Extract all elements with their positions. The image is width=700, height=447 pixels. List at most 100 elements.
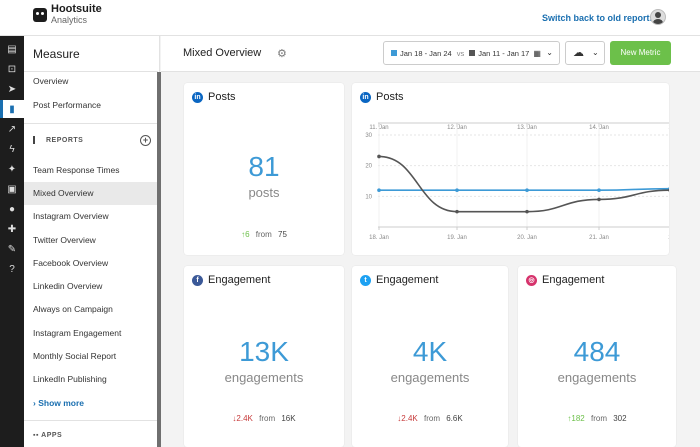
chevron-down-icon: ⌄ bbox=[592, 48, 599, 57]
linkedin-icon: in bbox=[360, 91, 371, 103]
metric-value: 484 bbox=[573, 336, 621, 367]
streams-icon[interactable]: ▤ bbox=[7, 43, 17, 55]
sidebar-title: Measure bbox=[33, 47, 80, 61]
metric-value: 13K bbox=[239, 336, 289, 367]
data-point bbox=[525, 188, 529, 192]
data-point bbox=[597, 197, 601, 202]
data-point bbox=[597, 188, 601, 192]
x-tick-label: 18. Jan bbox=[369, 235, 389, 241]
data-point bbox=[377, 154, 381, 159]
sidebar-item-report[interactable]: Always on Campaign bbox=[33, 304, 113, 314]
report-header: Mixed Overview ⚙ Jan 18 - Jan 24 vs Jan … bbox=[161, 36, 700, 72]
arrow-down-icon: ↓ bbox=[397, 414, 402, 423]
instagram-icon: ◎ bbox=[526, 274, 537, 286]
y-tick-label: 10 bbox=[365, 194, 372, 200]
top-x-tick-label: 1 bbox=[668, 125, 669, 131]
compare-date-range: Jan 11 - Jan 17 bbox=[478, 48, 530, 58]
divider bbox=[24, 420, 158, 421]
data-point bbox=[455, 209, 459, 214]
date-range-picker[interactable]: Jan 18 - Jan 24 vs Jan 11 - Jan 17 ▦ ⌄ bbox=[383, 41, 560, 65]
arrow-up-icon: ↑ bbox=[241, 230, 246, 239]
twitter-engagement-card[interactable]: t Engagement 4K engagements ↓2.4K from 6… bbox=[352, 266, 508, 447]
current-range-swatch bbox=[391, 50, 397, 56]
sidebar-item-report[interactable]: Instagram Overview bbox=[33, 211, 109, 221]
inbox-icon[interactable]: ⊡ bbox=[7, 63, 17, 75]
card-title: Engagement bbox=[542, 274, 605, 286]
sidebar-scrollbar[interactable] bbox=[157, 72, 161, 447]
metric-comparison: ↓2.4K from 16K bbox=[232, 414, 296, 423]
x-tick-label: 2 bbox=[668, 235, 669, 241]
analytics-icon[interactable]: ▮ bbox=[0, 100, 24, 118]
metric-value: 4K bbox=[412, 336, 448, 367]
data-point bbox=[377, 188, 381, 192]
sidebar-item-report[interactable]: Twitter Overview bbox=[33, 235, 96, 245]
metric-unit: engagements bbox=[390, 370, 470, 385]
chevron-down-icon: ⌄ bbox=[546, 48, 553, 57]
instagram-engagement-card[interactable]: ◎ Engagement 484 engagements ↑182 from 3… bbox=[518, 266, 676, 447]
card-title: Engagement bbox=[376, 274, 439, 286]
gear-icon[interactable]: ⚙ bbox=[277, 48, 287, 60]
cloud-download-icon: ☁ bbox=[573, 47, 584, 59]
sidebar-item-report[interactable]: Team Response Times bbox=[33, 165, 120, 175]
add-report-icon[interactable]: + bbox=[140, 135, 151, 146]
posts-metric-card[interactable]: in Posts 81 posts ↑6 from 75 bbox=[184, 83, 344, 255]
reports-heading: REPORTS bbox=[33, 136, 83, 144]
data-point bbox=[455, 188, 459, 192]
y-tick-label: 20 bbox=[365, 164, 372, 170]
sidebar-item-report[interactable]: Instagram Engagement bbox=[33, 328, 122, 338]
metric-value: 81 bbox=[248, 151, 280, 182]
metric-unit: posts bbox=[248, 185, 280, 200]
linkedin-icon: in bbox=[192, 91, 203, 103]
apps-icon[interactable]: ✚ bbox=[7, 223, 17, 235]
x-tick-label: 19. Jan bbox=[447, 235, 467, 241]
ideas-icon[interactable]: ● bbox=[8, 203, 16, 215]
left-nav-rail: ▤ ⊡ ➤ ▮ ↗ ϟ ✦ ▣ ● ✚ ✎ ? bbox=[0, 36, 24, 447]
measure-sidebar: Measure Overview Post Performance REPORT… bbox=[24, 36, 160, 447]
sidebar-item-report[interactable]: LinkedIn Publishing bbox=[33, 374, 107, 384]
current-date-range: Jan 18 - Jan 24 bbox=[400, 48, 452, 58]
sidebar-item-report[interactable]: Monthly Social Report bbox=[33, 351, 117, 361]
hootsuite-logo[interactable]: Hootsuite Analytics bbox=[33, 4, 102, 25]
card-title: Posts bbox=[208, 91, 236, 103]
divider bbox=[24, 123, 158, 124]
divider bbox=[24, 71, 158, 72]
calendar-icon: ▦ bbox=[533, 48, 541, 58]
compare-range-swatch bbox=[469, 50, 476, 56]
data-point bbox=[525, 209, 529, 214]
page-title: Mixed Overview bbox=[183, 47, 262, 59]
metric-comparison: ↑182 from 302 bbox=[567, 414, 627, 423]
top-bar: Hootsuite Analytics Switch back to old r… bbox=[0, 0, 700, 36]
metric-comparison: ↓2.4K from 6.6K bbox=[397, 414, 463, 423]
sidebar-item-overview[interactable]: Overview bbox=[33, 76, 69, 86]
data-point bbox=[668, 188, 669, 192]
scrollbar-thumb[interactable] bbox=[157, 72, 161, 447]
help-icon[interactable]: ? bbox=[9, 263, 15, 275]
publisher-icon[interactable]: ➤ bbox=[7, 83, 17, 95]
y-tick-label: 30 bbox=[365, 133, 372, 139]
show-more-link[interactable]: › Show more bbox=[33, 398, 85, 408]
series-line bbox=[378, 155, 669, 213]
sidebar-item-report[interactable]: Facebook Overview bbox=[33, 258, 109, 268]
twitter-icon: t bbox=[360, 274, 371, 286]
sidebar-item-report[interactable]: Mixed Overview bbox=[24, 182, 158, 205]
switch-old-reports-link[interactable]: Switch back to old reports bbox=[542, 13, 655, 23]
facebook-engagement-card[interactable]: f Engagement 13K engagements ↓2.4K from … bbox=[184, 266, 344, 447]
download-button[interactable]: ☁ ⌄ bbox=[565, 41, 605, 65]
boost-icon[interactable]: ✦ bbox=[7, 163, 17, 175]
avatar[interactable] bbox=[650, 9, 666, 25]
x-tick-label: 21. Jan bbox=[589, 235, 609, 241]
tools-icon[interactable]: ✎ bbox=[7, 243, 17, 255]
metric-unit: engagements bbox=[224, 370, 304, 385]
promote-icon[interactable]: ϟ bbox=[9, 143, 15, 155]
card-title: Engagement bbox=[208, 274, 271, 286]
metric-unit: engagements bbox=[557, 370, 637, 385]
metric-comparison: ↑6 from 75 bbox=[241, 230, 287, 239]
sidebar-item-report[interactable]: Linkedin Overview bbox=[33, 281, 103, 291]
assignments-icon[interactable]: ▣ bbox=[7, 183, 17, 195]
sidebar-item-post-performance[interactable]: Post Performance bbox=[33, 100, 102, 110]
impact-icon[interactable]: ↗ bbox=[7, 123, 17, 135]
new-metric-button[interactable]: New Metric bbox=[610, 41, 671, 65]
vs-label: vs bbox=[456, 48, 465, 58]
arrow-up-icon: ↑ bbox=[567, 414, 572, 423]
